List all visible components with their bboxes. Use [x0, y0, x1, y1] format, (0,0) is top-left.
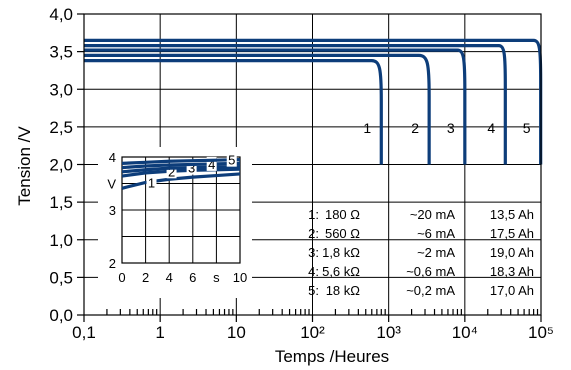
legend-capacity: 17,5 Ah: [490, 226, 534, 241]
legend-current: ~2 mA: [417, 245, 455, 260]
legend-resistance: 560 Ω: [325, 226, 360, 241]
curve-number-label: 3: [447, 120, 455, 136]
inset-label-bg: [146, 175, 157, 190]
x-tick-label: 10²: [300, 323, 325, 342]
inset-label-bg: [166, 164, 177, 179]
curve-number-label: 5: [523, 120, 531, 136]
legend-current: ~6 mA: [417, 226, 455, 241]
x-axis-title: Temps /Heures: [275, 347, 389, 366]
y-tick-label: 1,5: [49, 193, 73, 212]
inset-curve: [121, 172, 241, 190]
legend-capacity: 13,5 Ah: [490, 207, 534, 222]
inset-y-tick-label: 4: [109, 150, 116, 165]
x-tick-label: 10⁵: [528, 323, 554, 342]
inset-curve-label: 1: [148, 175, 155, 190]
inset-x-tick-label: 2: [142, 270, 149, 285]
legend-num: 1:: [308, 207, 319, 222]
y-axis-title: Tension /V: [15, 126, 34, 206]
plot-frame: [83, 13, 542, 316]
legend-current: ~20 mA: [410, 207, 455, 222]
inset-frame: [121, 156, 241, 264]
legend-num: 2:: [308, 226, 319, 241]
inset-curve-label: 4: [208, 157, 215, 172]
inset-x-tick-label: 10: [233, 270, 247, 285]
inset-curve: [121, 164, 241, 174]
curve-number-label: 2: [411, 120, 419, 136]
legend-current: ~0,6 mA: [406, 264, 455, 279]
y-tick-label: 2,5: [49, 118, 73, 137]
curve-number-label: 1: [363, 120, 371, 136]
x-tick-label: 1: [155, 323, 164, 342]
inset-y-tick-label: V: [107, 177, 116, 192]
axes: 0,00,51,01,52,02,53,03,54,00,1 1 10 10² 10³ 1…: [49, 5, 554, 342]
legend-num: 4:: [308, 264, 319, 279]
inset-x-tick-label: 4: [166, 270, 173, 285]
legend-resistance: 180 Ω: [325, 207, 360, 222]
inset-y-tick-label: 2: [109, 256, 116, 271]
curve-labels: 1 2 3 4 5: [363, 120, 530, 136]
inset-curve-label: 5: [228, 153, 235, 168]
inset-label-bg: [186, 160, 197, 175]
discharge-curve: [84, 44, 507, 165]
y-tick-label: 4,0: [49, 5, 73, 24]
discharge-curve: [84, 48, 467, 165]
legend-current: ~0,2 mA: [406, 283, 455, 298]
y-tick-label: 1,0: [49, 231, 73, 250]
inset-x-tick-label: 0: [118, 270, 125, 285]
legend-num: 5:: [308, 283, 319, 298]
legend-capacity: 19,0 Ah: [490, 245, 534, 260]
y-tick-label: 0,5: [49, 268, 73, 287]
inset-curve: [121, 158, 241, 165]
inset-x-tick-label: s: [213, 270, 220, 285]
discharge-curve: [84, 53, 431, 165]
inset-curve-label: 3: [188, 161, 195, 176]
x-tick-label: 10⁴: [452, 323, 478, 342]
y-tick-label: 2,0: [49, 156, 73, 175]
grid: [83, 13, 542, 316]
legend-resistance: 1,8 kΩ: [322, 245, 360, 260]
curve-number-label: 4: [487, 120, 495, 136]
legend-num: 3:: [308, 245, 319, 260]
x-tick-label: 10: [227, 323, 246, 342]
inset-y-tick-label: 3: [109, 203, 116, 218]
y-tick-label: 0,0: [49, 306, 73, 325]
inset-label-bg: [226, 152, 237, 167]
legend-resistance: 5,6 kΩ: [322, 264, 360, 279]
inset-label-bg: [206, 156, 217, 171]
inset-curve: [121, 161, 241, 170]
y-tick-label: 3,0: [49, 80, 73, 99]
inset-x-tick-label: 6: [189, 270, 196, 285]
legend-table: 1: 180 Ω ~20 mA 13,5 Ah 2: 560 Ω ~6 mA 17,5 Ah 3…: [308, 207, 534, 298]
discharge-curves: [84, 38, 543, 165]
legend-capacity: 17,0 Ah: [490, 283, 534, 298]
discharge-curve: [84, 59, 383, 165]
x-tick-label: 0,1: [72, 323, 96, 342]
inset-curve-label: 2: [168, 164, 175, 179]
legend-capacity: 18,3 Ah: [490, 264, 534, 279]
legend-resistance: 18 kΩ: [326, 283, 361, 298]
inset-curve: [121, 167, 241, 178]
y-tick-label: 3,5: [49, 43, 73, 62]
x-tick-label: 10³: [376, 323, 401, 342]
